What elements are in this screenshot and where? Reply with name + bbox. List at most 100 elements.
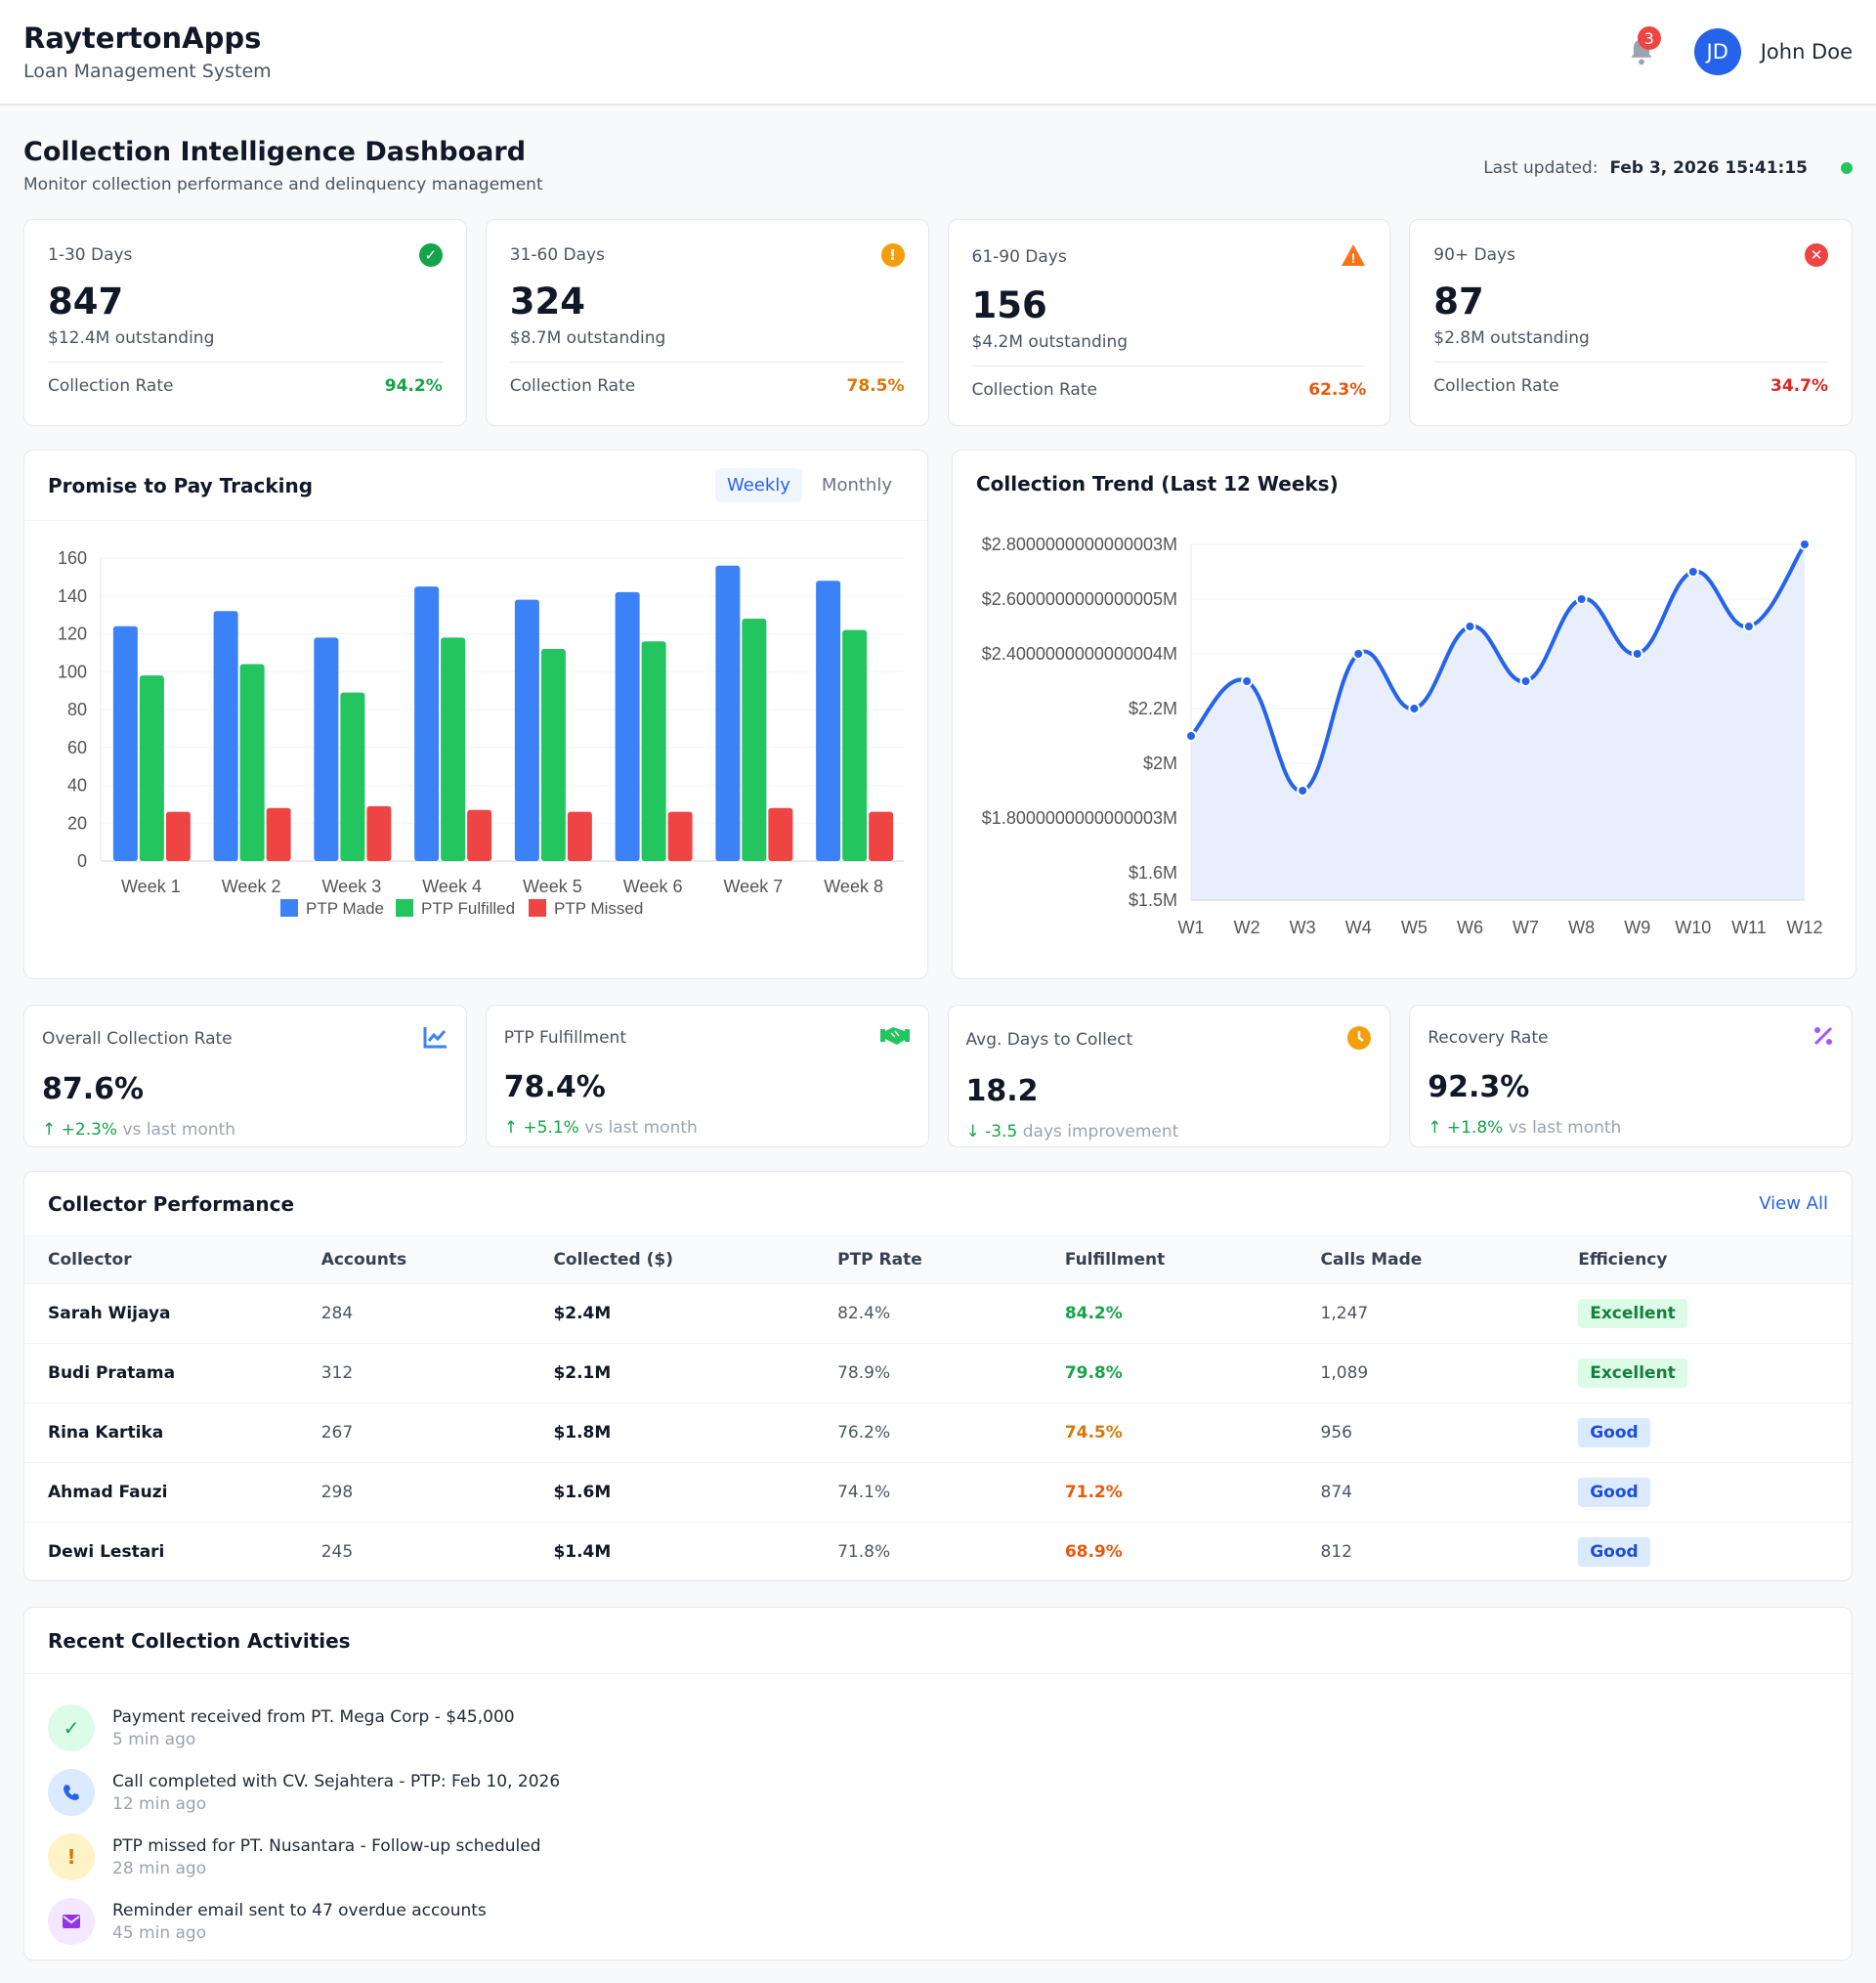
aging-count: 87	[1433, 280, 1484, 323]
metric-label: PTP Fulfillment	[503, 1028, 627, 1048]
column-header[interactable]: Calls Made	[1320, 1236, 1579, 1283]
collection-rate-label: Collection Rate	[971, 380, 1097, 400]
y-tick-label: $1.8000000000000003M	[982, 808, 1177, 828]
aging-count: 156	[971, 284, 1047, 326]
legend-swatch	[396, 899, 413, 917]
metric-card: Overall Collection Rate 87.6% ↑ +2.3% vs…	[23, 1005, 467, 1147]
metric-value: 92.3%	[1428, 1070, 1530, 1104]
efficiency-badge: Excellent	[1578, 1358, 1687, 1388]
accounts: 267	[320, 1401, 554, 1462]
collector-table: Collector Accounts Collected ($) PTP Rate Fu…	[24, 1236, 1852, 1581]
ptp-chart-card: Promise to Pay Tracking Weekly Monthly 0…	[23, 450, 928, 979]
check-icon: ✓	[48, 1704, 95, 1751]
x-tick-label: Week 1	[121, 877, 181, 896]
column-header[interactable]: Fulfillment	[1064, 1236, 1321, 1283]
y-tick-label: $1.6M	[1129, 863, 1177, 883]
fulfillment: 84.2%	[1064, 1282, 1321, 1343]
x-tick-label: Week 3	[322, 877, 382, 896]
column-header[interactable]: Collected ($)	[553, 1236, 838, 1283]
bar-ptp-made	[314, 637, 339, 861]
trend-chart-title: Collection Trend (Last 12 Weeks)	[976, 472, 1339, 496]
x-tick-label: W2	[1234, 918, 1260, 937]
metric-change: +5.1%	[523, 1118, 579, 1138]
svg-text:!: !	[1351, 250, 1356, 266]
data-point	[1575, 593, 1588, 605]
bar-ptp-made	[112, 625, 138, 861]
page-subtitle: Monitor collection performance and delin…	[23, 175, 543, 194]
line-chart-icon	[423, 1025, 448, 1053]
phone-icon	[48, 1769, 95, 1816]
column-header[interactable]: Accounts	[320, 1236, 554, 1283]
column-header[interactable]: Collector	[24, 1236, 321, 1283]
user-name[interactable]: John Doe	[1760, 40, 1853, 64]
bar-ptp-fulfilled	[441, 637, 466, 861]
y-tick-label: 80	[67, 700, 87, 719]
accounts: 298	[320, 1461, 554, 1522]
y-tick-label: $1.5M	[1129, 890, 1177, 910]
last-updated: Last updated: Feb 3, 2026 15:41:15	[1483, 158, 1853, 178]
metric-value: 78.4%	[503, 1070, 606, 1104]
ptp-rate: 71.8%	[837, 1521, 1065, 1581]
table-row[interactable]: Sarah Wijaya 284 $2.4M 82.4% 84.2% 1,247…	[24, 1282, 1852, 1343]
efficiency-badge: Good	[1578, 1477, 1650, 1507]
ptp-chart-title: Promise to Pay Tracking	[48, 473, 314, 497]
data-point	[1408, 703, 1421, 714]
view-all-link[interactable]: View All	[1759, 1193, 1828, 1214]
x-tick-label: Week 7	[724, 877, 784, 896]
x-tick-label: Week 5	[523, 877, 582, 896]
aging-card[interactable]: 31-60 Days ! 324 $8.7M outstanding Colle…	[485, 219, 929, 426]
x-tick-label: W11	[1731, 918, 1767, 937]
data-point	[1799, 539, 1811, 550]
collector-name: Ahmad Fauzi	[24, 1461, 321, 1522]
data-point	[1352, 648, 1365, 660]
avatar[interactable]: JD	[1693, 28, 1741, 75]
column-header[interactable]: Efficiency	[1578, 1236, 1852, 1283]
percent-icon	[1812, 1025, 1834, 1051]
activity-text: PTP missed for PT. Nusantara - Follow-up…	[112, 1835, 541, 1856]
tab-monthly[interactable]: Monthly	[821, 475, 892, 496]
collector-title: Collector Performance	[48, 1191, 295, 1216]
legend-swatch	[529, 899, 546, 917]
aging-card[interactable]: 90+ Days ✕ 87 $2.8M outstanding Collecti…	[1409, 219, 1853, 426]
notifications-button[interactable]: 3	[1622, 26, 1661, 71]
table-row[interactable]: Rina Kartika 267 $1.8M 76.2% 74.5% 956 G…	[24, 1401, 1852, 1462]
collector-name: Sarah Wijaya	[24, 1282, 321, 1343]
activities-title: Recent Collection Activities	[48, 1628, 351, 1653]
table-row[interactable]: Budi Pratama 312 $2.1M 78.9% 79.8% 1,089…	[24, 1342, 1852, 1402]
x-tick-label: W9	[1624, 918, 1650, 937]
table-row[interactable]: Dewi Lestari 245 $1.4M 71.8% 68.9% 812 G…	[24, 1521, 1852, 1581]
aging-card[interactable]: 61-90 Days ! 156 $4.2M outstanding Colle…	[947, 219, 1391, 426]
y-tick-label: 140	[58, 586, 87, 606]
x-circle-icon: ✕	[1805, 243, 1828, 267]
tab-weekly[interactable]: Weekly	[714, 468, 802, 502]
collector-performance-card: Collector Performance View All Collector…	[23, 1171, 1853, 1581]
arrow-up-icon: ↑	[503, 1118, 518, 1138]
data-point	[1686, 566, 1699, 578]
fulfillment: 68.9%	[1064, 1521, 1321, 1581]
bar-ptp-missed	[869, 811, 894, 861]
activity-text: Payment received from PT. Mega Corp - $4…	[112, 1706, 515, 1727]
calls-made: 1,247	[1320, 1282, 1579, 1343]
metric-change-suffix: vs last month	[584, 1118, 698, 1138]
data-point	[1185, 730, 1197, 742]
metric-label: Avg. Days to Collect	[965, 1030, 1133, 1050]
metric-change: -3.5	[985, 1122, 1018, 1142]
y-tick-label: 120	[58, 625, 87, 644]
column-header[interactable]: PTP Rate	[837, 1236, 1065, 1283]
y-tick-label: $2M	[1143, 754, 1177, 773]
aging-count: 847	[48, 280, 124, 323]
legend-swatch	[280, 899, 298, 917]
bar-ptp-missed	[467, 809, 492, 861]
efficiency-badge: Good	[1578, 1536, 1650, 1567]
aging-card[interactable]: 1-30 Days ✓ 847 $12.4M outstanding Colle…	[23, 219, 467, 426]
x-tick-label: Week 6	[623, 877, 683, 896]
handshake-icon	[879, 1025, 911, 1051]
ptp-rate: 82.4%	[837, 1282, 1065, 1343]
exclamation-circle-icon: !	[880, 243, 905, 267]
bar-ptp-missed	[366, 805, 392, 861]
x-tick-label: W10	[1675, 918, 1711, 937]
activity-time: 12 min ago	[112, 1793, 207, 1814]
table-row[interactable]: Ahmad Fauzi 298 $1.6M 74.1% 71.2% 874 Go…	[24, 1461, 1852, 1522]
metric-value: 87.6%	[42, 1072, 145, 1106]
bar-ptp-missed	[667, 811, 693, 861]
